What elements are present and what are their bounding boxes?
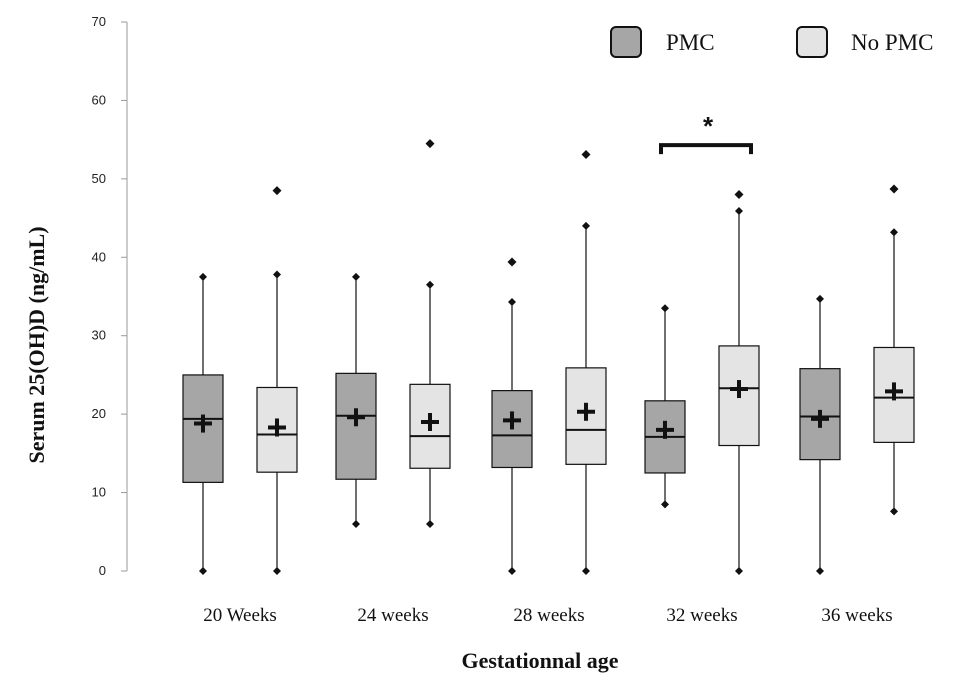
max-marker (199, 272, 207, 281)
min-marker (273, 567, 281, 575)
max-marker (735, 207, 743, 216)
significance-bracket (659, 143, 753, 155)
min-marker (582, 567, 590, 575)
min-marker (890, 507, 898, 516)
max-marker (816, 294, 824, 303)
y-tick-label: 20 (92, 406, 106, 421)
box-no-pmc-3 (718, 190, 760, 575)
min-marker (352, 519, 360, 528)
outlier-point (272, 186, 282, 196)
outlier-point (889, 184, 899, 194)
box-pmc-2 (491, 257, 533, 575)
box-no-pmc-0 (256, 186, 298, 575)
legend-label-no-pmc: No PMC (851, 30, 933, 55)
box-pmc-1 (335, 272, 377, 528)
y-tick-label: 0 (99, 563, 106, 578)
min-marker (199, 567, 207, 575)
legend-swatch-pmc (610, 26, 642, 58)
max-marker (582, 221, 590, 230)
max-marker (273, 270, 281, 279)
y-tick-label: 30 (92, 328, 106, 343)
outlier-point (734, 190, 744, 200)
y-tick-label: 40 (92, 249, 106, 264)
outlier-point (507, 257, 517, 267)
annotations: * (659, 111, 753, 155)
max-marker (508, 297, 516, 306)
max-marker (352, 272, 360, 281)
y-tick-label: 10 (92, 485, 106, 500)
y-tick-label: 60 (92, 92, 106, 107)
max-marker (890, 228, 898, 237)
significance-asterisk: * (703, 111, 714, 141)
min-marker (426, 519, 434, 528)
x-category-label: 20 Weeks (203, 605, 277, 626)
min-marker (735, 567, 743, 575)
box-no-pmc-1 (409, 139, 451, 528)
y-tick-label: 70 (92, 14, 106, 29)
x-axis-title: Gestationnal age (461, 648, 618, 673)
box-pmc-4 (799, 294, 841, 575)
legend-label-pmc: PMC (666, 30, 715, 55)
y-axis-title: Serum 25(OH)D (ng/mL) (24, 226, 49, 463)
y-tick-label: 50 (92, 171, 106, 186)
max-marker (426, 280, 434, 289)
x-axis-labels: 20 Weeks 24 weeks 28 weeks 32 weeks 36 weeks (203, 605, 892, 626)
box-pmc-0 (182, 272, 224, 575)
box-no-pmc-4 (873, 184, 915, 516)
outlier-point (425, 139, 435, 149)
x-category-label: 36 weeks (821, 605, 892, 626)
legend: PMC No PMC (610, 26, 933, 58)
box-no-pmc-2 (565, 150, 607, 575)
y-axis: 0 10 20 30 40 50 60 70 (92, 14, 128, 578)
box-pmc-3 (644, 304, 686, 509)
x-category-label: 24 weeks (357, 605, 428, 626)
min-marker (508, 567, 516, 575)
x-category-label: 32 weeks (666, 605, 737, 626)
min-marker (661, 500, 669, 509)
min-marker (816, 567, 824, 575)
iqr-box (335, 372, 377, 480)
outlier-point (581, 150, 591, 160)
legend-swatch-no-pmc (796, 26, 828, 58)
x-category-label: 28 weeks (513, 605, 584, 626)
max-marker (661, 304, 669, 313)
plot-area (182, 139, 915, 575)
